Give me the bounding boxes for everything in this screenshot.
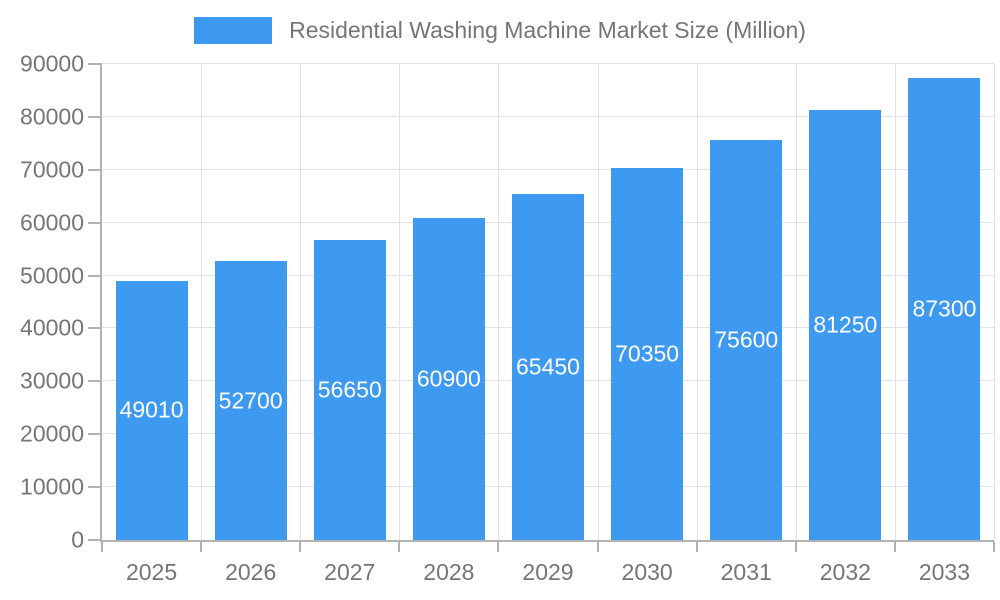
gridline-vertical [597,64,599,540]
y-axis-labels: 0 10000 20000 30000 40000 50000 60000 70000 8000… [0,52,84,551]
bar-value-label: 75600 [714,326,779,353]
legend-swatch-icon [194,16,273,44]
y-axis-line [100,64,102,542]
x-axis-tick-label: 2026 [225,559,277,585]
bar-value-label: 56650 [317,376,382,403]
y-axis-tick-label: 90000 [20,50,84,77]
y-axis-tick [88,274,102,277]
x-axis-tick [101,542,103,552]
x-axis-tick-label: 2031 [720,559,772,585]
x-axis-tick-label: 2033 [918,559,971,585]
gridline-horizontal [102,63,994,64]
x-axis-tick [794,542,797,552]
x-axis-tick-label: 2032 [819,559,871,585]
gridline-vertical [894,64,896,540]
x-axis-labels: 2025 2026 2027 2028 2029 2030 2031 2032 2033 [102,558,994,590]
bar[interactable]: 60900 [412,217,485,540]
bar-value-label: 49010 [119,396,184,423]
bar[interactable]: 70350 [611,167,684,540]
x-axis-line [100,540,994,542]
bar[interactable]: 56650 [313,240,386,540]
x-axis-tick-label: 2028 [423,559,475,585]
bar[interactable]: 81250 [809,110,882,540]
x-axis-tick [200,542,203,552]
x-axis-tick [596,542,599,552]
gridline-vertical [201,64,203,540]
y-axis-tick-label: 60000 [20,209,84,236]
gridline-vertical [795,64,797,540]
x-axis-tick [398,542,401,552]
y-axis-tick-label: 40000 [20,314,84,341]
x-axis-tick [893,542,896,552]
x-axis-tick [993,542,995,552]
x-axis-tick [497,542,500,552]
chart-legend[interactable]: Residential Washing Machine Market Size … [0,16,1000,44]
x-axis-tick-label: 2030 [621,559,673,585]
bar-value-label: 70350 [615,340,680,367]
gridline-vertical [498,64,500,540]
y-axis-ticks [88,63,102,541]
gridline-vertical [696,64,698,540]
y-axis-tick [88,433,102,436]
bar[interactable]: 65450 [512,193,584,540]
y-axis-tick [88,221,102,224]
y-axis-tick [88,168,102,171]
y-axis-tick [88,115,102,118]
x-axis-tick-label: 2029 [522,559,574,585]
gridline-horizontal [102,168,994,170]
y-axis-tick-label: 50000 [20,262,84,289]
x-axis-tick-label: 2027 [324,559,376,585]
x-axis-tick-label: 2025 [125,559,178,585]
bar[interactable]: 52700 [214,261,287,540]
bar-value-label: 87300 [912,295,977,322]
bar-value-label: 52700 [218,387,283,414]
y-axis-tick-label: 20000 [20,420,84,447]
plot-area: 49010 52700 56650 60900 65450 70350 75600 81250… [102,63,995,540]
bar-value-label: 60900 [416,365,481,392]
y-axis-tick [88,380,102,383]
y-axis-tick-label: 80000 [20,103,84,130]
bar-value-label: 65450 [516,353,580,380]
gridline-vertical [994,64,995,540]
y-axis-tick-label: 70000 [20,156,84,183]
x-axis-ticks [101,542,995,552]
y-axis-tick [88,63,102,65]
bar[interactable]: 87300 [908,78,981,540]
y-axis-tick [88,486,102,489]
x-axis-tick [695,542,698,552]
bar[interactable]: 49010 [115,280,188,540]
bar[interactable]: 75600 [710,140,783,540]
y-axis-tick-label: 10000 [20,473,84,500]
gridline-vertical [300,64,302,540]
gridline-vertical [399,64,401,540]
y-axis-tick-label: 30000 [20,367,84,394]
y-axis-tick [88,327,102,330]
legend-label: Residential Washing Machine Market Size … [289,16,806,43]
gridline-horizontal [102,115,994,117]
x-axis-tick [299,542,302,552]
y-axis-tick [88,539,102,541]
y-axis-tick-label: 0 [71,526,84,553]
bar-value-label: 81250 [813,311,878,338]
